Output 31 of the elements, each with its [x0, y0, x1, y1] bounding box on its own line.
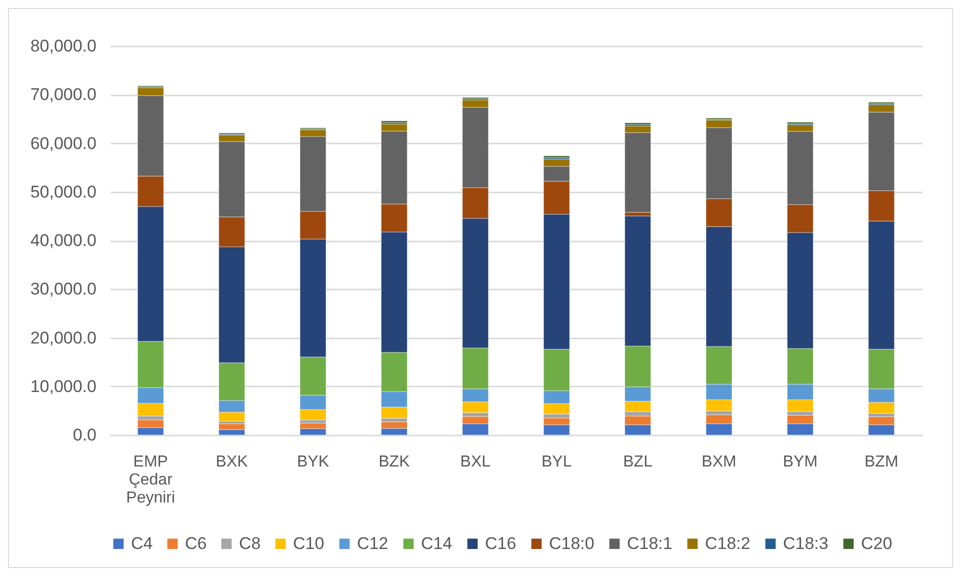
y-tick-label: 40,000.0	[30, 231, 96, 250]
x-tick-label: BZM	[864, 454, 898, 470]
legend-label: C10	[293, 534, 324, 553]
x-tick-label: BZK	[378, 454, 410, 470]
y-tick-label: 0.0	[72, 426, 96, 444]
x-tick-label: BZL	[623, 454, 653, 470]
legend-label: C18:2	[705, 534, 750, 553]
y-tick-label: 80,000.0	[30, 36, 96, 56]
legend-label: C4	[131, 534, 153, 553]
legend-label: C14	[421, 534, 452, 553]
legend-label: C6	[185, 534, 207, 553]
x-tick-label: BYK	[296, 454, 330, 470]
y-tick-label: 70,000.0	[30, 85, 96, 104]
legend-label: C12	[357, 534, 388, 553]
y-tick-label: 50,000.0	[30, 182, 96, 202]
x-tick-label: BXL	[460, 454, 491, 470]
legend-label: C20	[861, 534, 892, 553]
y-tick-label: 30,000.0	[30, 280, 96, 299]
y-tick-label: 60,000.0	[30, 134, 96, 153]
legend-label: C18:0	[549, 534, 594, 553]
legend-label: C18:3	[783, 534, 828, 553]
x-tick-label: BXM	[702, 454, 736, 470]
legend-label: C8	[239, 534, 261, 553]
x-tick-label: EMP Çedar Peyniri	[126, 454, 176, 506]
legend-label: C18:1	[627, 534, 672, 553]
x-tick-label: BYM	[782, 454, 818, 470]
legend-label: C16	[485, 534, 516, 553]
x-tick-label: BYL	[541, 454, 572, 470]
x-tick-label: BXK	[216, 454, 248, 470]
y-tick-label: 10,000.0	[30, 376, 96, 396]
y-tick-label: 20,000.0	[30, 328, 96, 348]
